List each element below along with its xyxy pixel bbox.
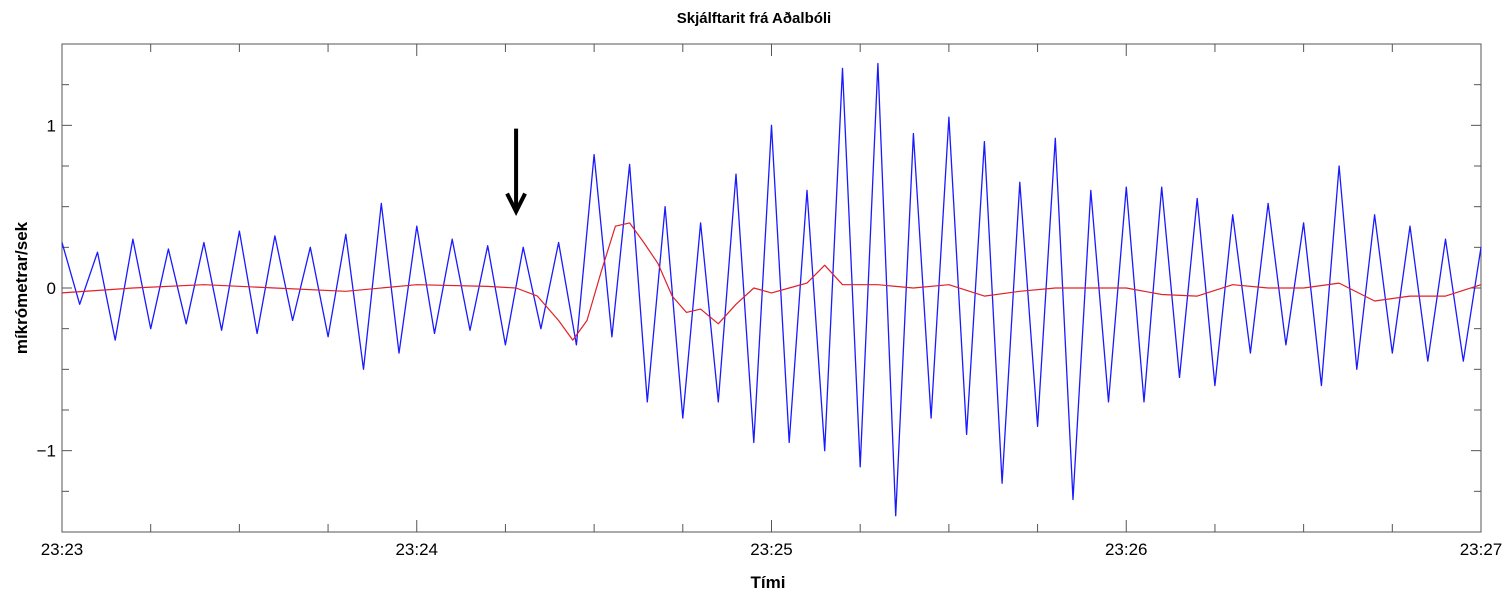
x-tick-label: 23:27 [1460,540,1503,559]
tick-labels: 23:23 23:24 23:25 23:26 23:27 1 0 −1 [37,116,1503,559]
y-axis-label: míkrómetrar/sek [12,221,31,355]
seismic-trace-line [61,62,1482,517]
x-axis-label: Tími [750,573,786,592]
chart-title: Skjálftarit frá Aðalbóli [676,10,832,27]
y-tick-label: 1 [47,116,56,135]
arrow-down-icon [505,192,527,217]
x-tick-label: 23:25 [750,540,793,559]
filtered-trace-line [61,222,1482,341]
y-tick-label: 0 [47,279,56,298]
x-tick-label: 23:23 [41,540,84,559]
axis-ticks [61,44,1482,532]
x-tick-label: 23:24 [395,540,438,559]
data-series [61,62,1482,517]
annotation [505,128,527,217]
y-tick-label: −1 [37,442,56,461]
x-tick-label: 23:26 [1105,540,1148,559]
